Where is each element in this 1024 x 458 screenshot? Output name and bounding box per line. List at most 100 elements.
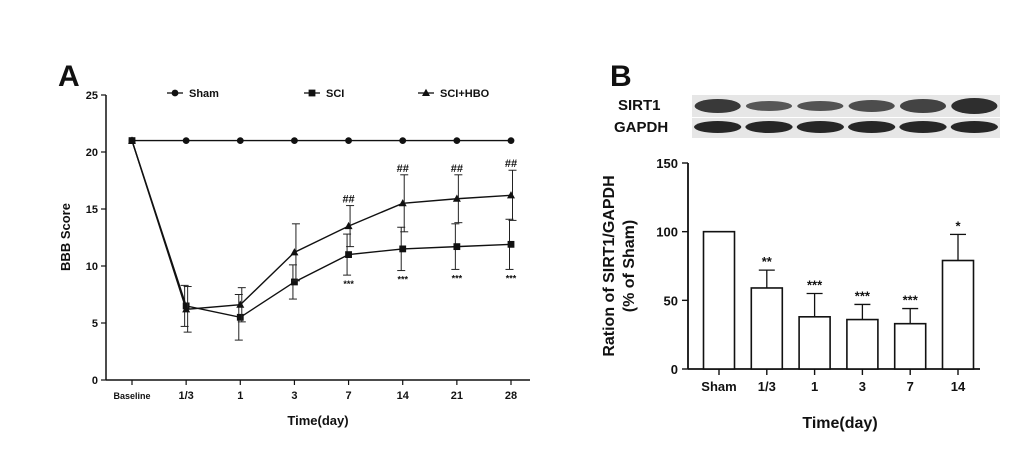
x-tick-label: 3 [859,379,866,394]
western-blot: SIRT1 GAPDH [614,95,1000,138]
blot-band-gapdh [796,121,844,133]
x-tick-label: 3 [291,390,297,402]
significance-hash: ## [451,163,463,175]
y-tick-label: 25 [86,90,98,102]
blot-band-gapdh [694,121,742,133]
bar-significance: *** [903,293,919,308]
x-tick-label: 1/3 [758,379,776,394]
x-tick-label: 28 [505,390,517,402]
bar [941,259,975,370]
bar [798,316,831,370]
x-tick-label: 7 [907,379,914,394]
y-tick-label: 0 [92,375,98,387]
data-point-square [236,313,244,321]
data-point-circle [345,137,352,145]
y-tick-label: 150 [656,156,678,171]
blot-band-label-gapdh: GAPDH [614,119,668,136]
bar [702,230,736,370]
significance-hash: ## [505,158,517,170]
x-tick-label: 1 [237,390,243,402]
significance-stars: *** [452,273,463,283]
data-point-square [308,89,316,97]
data-point-triangle [128,136,136,144]
bar-chart-y-axis-title-line-2: (% of Sham) [621,220,638,312]
legend-label: Sham [189,88,219,100]
y-tick-label: 0 [671,362,678,377]
blot-band-sirt1 [797,101,844,111]
data-point-triangle [290,248,299,256]
series-sham [128,137,515,145]
significance-hash: ## [397,163,409,175]
blot-band-sirt1 [951,98,998,114]
blot-band-gapdh [950,121,998,133]
blot-band-sirt1 [694,99,741,113]
y-tick-label: 5 [92,318,98,330]
bar-chart-axes: 0 50 100 150 Sham 1/3 1 3 7 14 [656,156,980,394]
line-chart-legend: Sham SCI SCI+HBO [167,88,490,100]
x-tick-label: 1 [811,379,818,394]
bar [750,287,784,370]
x-tick-label: 7 [346,390,352,402]
series-line [131,140,512,311]
data-point-circle [291,137,298,145]
blot-band-sirt1 [848,100,895,112]
data-point-triangle [236,300,245,308]
x-tick-label: Baseline [113,391,150,401]
series-sci-hbo [128,136,517,333]
line-chart-axes: 0 5 10 15 20 25 Baseline 1/3 1 3 7 14 21 28 [86,90,530,402]
data-point-triangle [452,194,461,202]
significance-hash: ## [342,194,354,206]
bar-chart-y-axis-title-line-1: Ration of SIRT1/GAPDH [601,175,618,356]
line-chart-annotations: ## *** ## *** ## *** ## *** [342,158,517,289]
blot-band-sirt1 [745,101,793,111]
data-point-circle [507,137,515,145]
blot-band-label-sirt1: SIRT1 [618,97,661,114]
line-chart-x-axis-title: Time(day) [287,413,348,428]
x-tick-label: 21 [451,390,463,402]
line-chart-series [128,136,517,341]
blot-band-sirt1 [899,99,947,113]
data-point-square [345,251,352,258]
x-tick-label: 1/3 [178,390,193,402]
y-tick-label: 100 [656,225,678,240]
data-point-triangle [182,305,191,313]
bar-significance: * [955,218,961,233]
blot-band-gapdh [745,121,793,133]
panel-a-label: A [58,60,80,93]
significance-stars: *** [397,275,408,285]
x-tick-label: 14 [951,379,966,394]
data-point-square [507,240,515,248]
y-tick-label: 50 [664,293,678,308]
data-point-circle [453,137,461,145]
data-point-square [399,245,407,253]
bar-chart-bars: ******** **** [702,218,975,370]
x-tick-label: Sham [701,379,736,394]
legend-label: SCI [326,88,344,100]
blot-bands [692,95,1000,138]
legend-label: SCI+HBO [440,88,490,100]
blot-band-gapdh [899,121,947,133]
data-point-triangle [344,221,353,230]
data-point-circle [236,137,244,145]
data-point-triangle [398,199,407,207]
data-point-triangle [422,88,430,96]
data-point-circle [182,137,190,145]
line-chart-y-axis-title: BBB Score [58,203,73,271]
blot-band-gapdh [848,121,896,133]
y-tick-label: 20 [86,147,98,159]
bar-significance: *** [855,288,871,303]
y-tick-label: 15 [86,204,98,216]
data-point-circle [171,89,179,97]
bar-significance: *** [807,277,823,292]
bar [846,318,879,370]
y-tick-label: 10 [86,261,98,273]
bar-chart-x-axis-title: Time(day) [802,415,877,432]
panel-b-label: B [610,60,632,93]
significance-stars: *** [343,279,354,289]
data-point-circle [399,137,407,145]
data-point-square [291,278,298,286]
x-tick-label: 14 [397,390,410,402]
data-point-triangle [507,191,515,199]
series-line [131,140,512,319]
